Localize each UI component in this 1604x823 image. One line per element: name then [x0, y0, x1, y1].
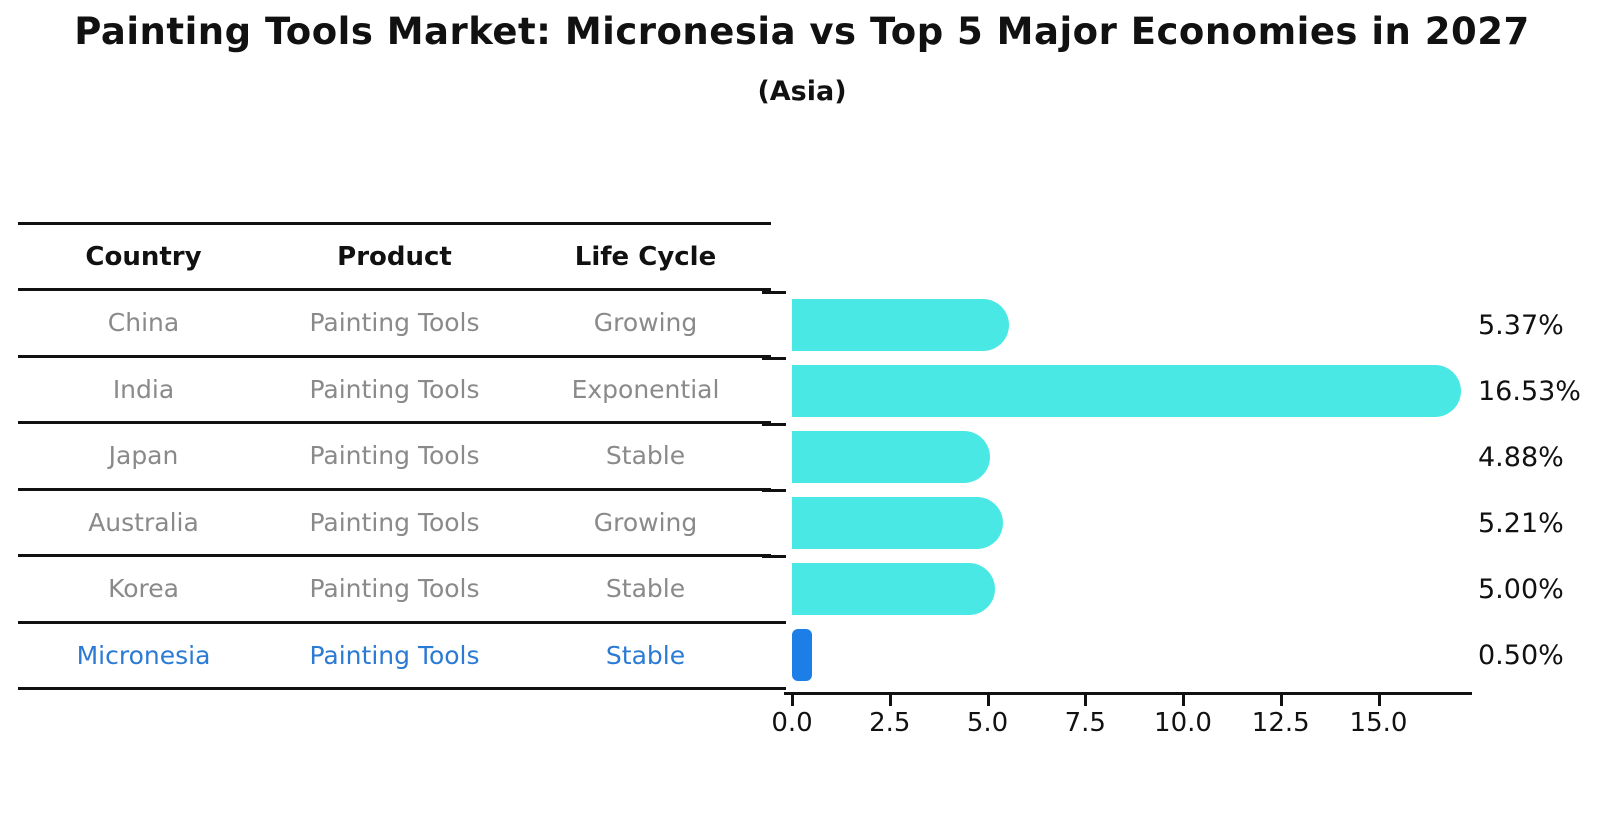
x-axis-tick-label: 7.5: [1064, 708, 1106, 738]
bar-row: [792, 424, 1468, 490]
bar-value-label: 4.88%: [1478, 441, 1564, 473]
x-axis-tick: [1084, 695, 1088, 706]
bar-value-label: 5.21%: [1478, 507, 1564, 539]
y-axis-tick: [762, 621, 786, 624]
bar-value-label: 16.53%: [1478, 375, 1581, 407]
bar-row: [792, 556, 1468, 622]
bar-value-label: 0.50%: [1478, 639, 1564, 671]
x-axis-tick-label: 15.0: [1349, 708, 1408, 738]
bar-value-label: 5.37%: [1478, 309, 1564, 341]
table-cell-life-cycle: Growing: [593, 308, 698, 338]
bar-plot-area: 0.0 2.5 5.0 7.5 10.0 12.5 15.0: [762, 291, 1472, 738]
x-axis-tick: [791, 695, 794, 706]
bar-korea: [792, 563, 995, 615]
bar-value-label: 5.00%: [1478, 573, 1564, 605]
x-axis-tick: [1279, 695, 1283, 706]
table-cell-country: China: [107, 308, 180, 338]
x-axis-tick-label: 12.5: [1251, 708, 1310, 738]
table-row-micronesia: Micronesia Painting Tools Stable: [18, 624, 771, 690]
chart-subtitle: (Asia): [757, 76, 847, 107]
table-cell-product: Painting Tools: [309, 640, 480, 670]
table-cell-product: Painting Tools: [309, 308, 480, 338]
y-axis-tick: [762, 423, 786, 426]
bar-micronesia: [792, 629, 813, 681]
table-cell-country: India: [112, 374, 175, 404]
table-row-australia: Australia Painting Tools Growing: [18, 491, 771, 557]
y-axis-tick: [762, 489, 786, 492]
x-axis-tick-label: 2.5: [869, 708, 911, 738]
bar-australia: [792, 497, 1003, 549]
x-axis-tick-label: 0.0: [771, 708, 813, 738]
x-axis-tick-label: 5.0: [966, 708, 1009, 738]
x-axis-tick: [1182, 695, 1185, 706]
table-cell-product: Painting Tools: [309, 374, 480, 404]
x-axis-tick: [888, 695, 892, 706]
bar-row: [792, 622, 1468, 688]
x-axis-tick: [986, 695, 990, 706]
table-cell-product: Painting Tools: [309, 574, 480, 604]
table-header-country: Country: [85, 241, 202, 272]
table-cell-life-cycle: Exponential: [571, 374, 720, 404]
table-cell-life-cycle: Stable: [605, 574, 686, 604]
y-axis-tick: [762, 555, 786, 558]
y-axis-tick: [762, 357, 786, 360]
table-body: China Painting Tools Growing India Painting …: [18, 291, 771, 690]
table-cell-life-cycle: Stable: [605, 640, 686, 670]
table-header-row: Country Product Life Cycle: [18, 222, 771, 291]
table-cell-country: Japan: [108, 441, 179, 471]
table-cell-product: Painting Tools: [309, 507, 480, 537]
bar-china: [792, 299, 1010, 351]
bar-row: [792, 358, 1468, 424]
table-header-life-cycle: Life Cycle: [574, 241, 717, 272]
table-row-india: India Painting Tools Exponential: [18, 358, 771, 424]
table-cell-product: Painting Tools: [309, 441, 480, 471]
table-cell-country: Micronesia: [76, 640, 211, 670]
table-row-korea: Korea Painting Tools Stable: [18, 557, 771, 624]
x-axis-tick-label: 10.0: [1154, 708, 1212, 738]
table-cell-life-cycle: Growing: [593, 507, 698, 537]
x-axis-tick: [1377, 695, 1381, 706]
y-axis-tick: [762, 687, 786, 690]
table-header-product: Product: [337, 241, 452, 272]
table-row-china: China Painting Tools Growing: [18, 291, 771, 358]
x-axis-line: [784, 692, 1472, 695]
value-labels-column: 5.37% 16.53% 4.88% 5.21% 5.00% 0.50%: [1478, 292, 1604, 688]
bar-india: [792, 365, 1462, 417]
table-cell-country: Korea: [108, 574, 179, 604]
table-row-japan: Japan Painting Tools Stable: [18, 424, 771, 491]
chart-title: Painting Tools Market: Micronesia vs Top…: [74, 10, 1530, 53]
bar-row: [792, 490, 1468, 556]
table-cell-life-cycle: Stable: [605, 441, 686, 471]
bar-japan: [792, 431, 990, 483]
y-axis-tick: [762, 291, 786, 294]
country-table: Country Product Life Cycle China Painting…: [18, 222, 771, 690]
bar-row: [792, 292, 1468, 358]
table-cell-country: Australia: [88, 507, 199, 537]
